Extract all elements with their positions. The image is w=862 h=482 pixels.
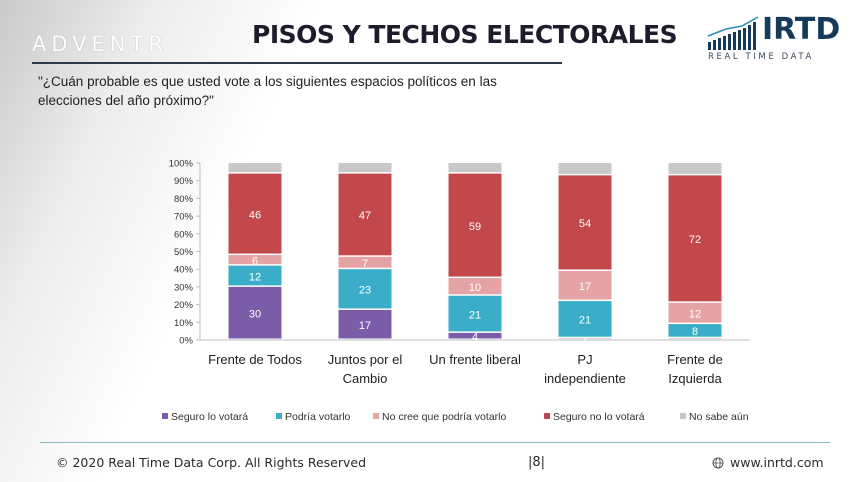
legend-label: No sabe aún	[689, 411, 749, 423]
y-tick-label: 60%	[174, 229, 194, 240]
x-tick-label: Frente de Todos	[208, 352, 302, 367]
legend-label: Seguro no lo votará	[553, 411, 645, 423]
bar-segment	[338, 163, 392, 173]
x-tick-label: Frente de	[667, 352, 723, 367]
bar-data-label: 72	[689, 234, 701, 246]
bar-segment	[448, 163, 502, 173]
bar-data-label: 17	[579, 281, 591, 293]
bar-data-label: 23	[359, 285, 371, 297]
bar-data-label: 1	[582, 334, 588, 346]
legend-label: No cree que podría votarlo	[382, 411, 506, 423]
bar-segment	[338, 309, 392, 339]
bar-data-label: 17	[359, 320, 371, 332]
y-tick-label: 0%	[179, 336, 193, 347]
bar-data-label: 7	[362, 258, 368, 270]
footer-website-block[interactable]: www.inrtd.com	[712, 455, 824, 470]
bar-segment	[228, 163, 282, 173]
y-tick-label: 40%	[174, 265, 194, 276]
bar-data-label: 4	[472, 331, 478, 343]
bar-segment	[228, 255, 282, 265]
footer-website[interactable]: www.inrtd.com	[730, 455, 824, 470]
brand-wordmark: ADVENTR	[32, 32, 168, 56]
bar-data-label: 21	[579, 315, 591, 327]
bar-segment	[338, 269, 392, 309]
bar-data-label: 59	[469, 221, 481, 233]
logo-subtitle: REAL TIME DATA	[708, 52, 814, 62]
x-tick-label: Un frente liberal	[429, 352, 521, 367]
bar-segment	[228, 173, 282, 254]
title-underline	[32, 62, 562, 64]
x-tick-label: Juntos por el	[328, 352, 403, 367]
logo-text: IRTD	[762, 12, 841, 47]
bar-segment	[448, 332, 502, 339]
bar-segment	[448, 173, 502, 277]
bar-data-label: 10	[469, 282, 481, 294]
rtd-logo-icon	[707, 16, 759, 50]
bar-data-label: 21	[469, 309, 481, 321]
legend-swatch	[680, 413, 686, 419]
y-tick-label: 100%	[169, 159, 194, 170]
y-tick-label: 10%	[174, 318, 194, 329]
bar-data-label: 12	[249, 271, 261, 283]
legend-label: Seguro lo votará	[171, 411, 248, 423]
bar-segment	[228, 286, 282, 339]
y-tick-label: 50%	[174, 247, 194, 258]
bar-segment	[558, 163, 612, 174]
x-tick-label: PJ	[577, 352, 592, 367]
bar-segment	[558, 301, 612, 337]
bar-data-label: 30	[249, 308, 261, 320]
bar-segment	[338, 256, 392, 268]
x-tick-label: Cambio	[343, 371, 388, 386]
footer-divider	[40, 442, 830, 443]
bar-data-label: 54	[579, 218, 591, 230]
legend-swatch	[276, 413, 282, 419]
bar-segment	[448, 278, 502, 295]
page-number: |8|	[528, 455, 546, 470]
legend-swatch	[544, 413, 550, 419]
y-tick-label: 70%	[174, 212, 194, 223]
bar-data-label: 12	[689, 308, 701, 320]
bar-segment	[228, 265, 282, 286]
y-tick-label: 20%	[174, 300, 194, 311]
legend-swatch	[162, 413, 168, 419]
bar-segment	[668, 163, 722, 174]
legend-label: Podría votarlo	[285, 411, 351, 423]
bar-segment	[668, 175, 722, 302]
bar-data-label: 47	[359, 210, 371, 222]
bar-data-label: 6	[252, 255, 258, 267]
stacked-bar-chart: 0% 10% 20% 30% 40% 50% 60% 70% 80% 90% 100% 30 12 6 46…	[162, 159, 750, 423]
bar-segment	[558, 175, 612, 270]
x-tick-label: independiente	[544, 371, 626, 386]
bar-data-label: 46	[249, 209, 261, 221]
page-title: PISOS Y TECHOS ELECTORALES	[252, 20, 678, 49]
survey-question: "¿Cuán probable es que usted vote a los …	[38, 74, 497, 108]
x-tick-label: Izquierda	[668, 371, 722, 386]
bar-data-label: 8	[692, 326, 698, 338]
bar-segment	[668, 324, 722, 337]
bar-segment	[668, 302, 722, 323]
bar-segment	[338, 173, 392, 256]
y-tick-label: 90%	[174, 176, 194, 187]
bar-segment	[558, 270, 612, 300]
footer-copyright: © 2020 Real Time Data Corp. All Rights R…	[56, 455, 367, 470]
globe-icon	[712, 457, 724, 469]
y-tick-label: 80%	[174, 194, 194, 205]
bar-segment	[448, 295, 502, 332]
legend-swatch	[373, 413, 379, 419]
y-tick-label: 30%	[174, 282, 194, 293]
